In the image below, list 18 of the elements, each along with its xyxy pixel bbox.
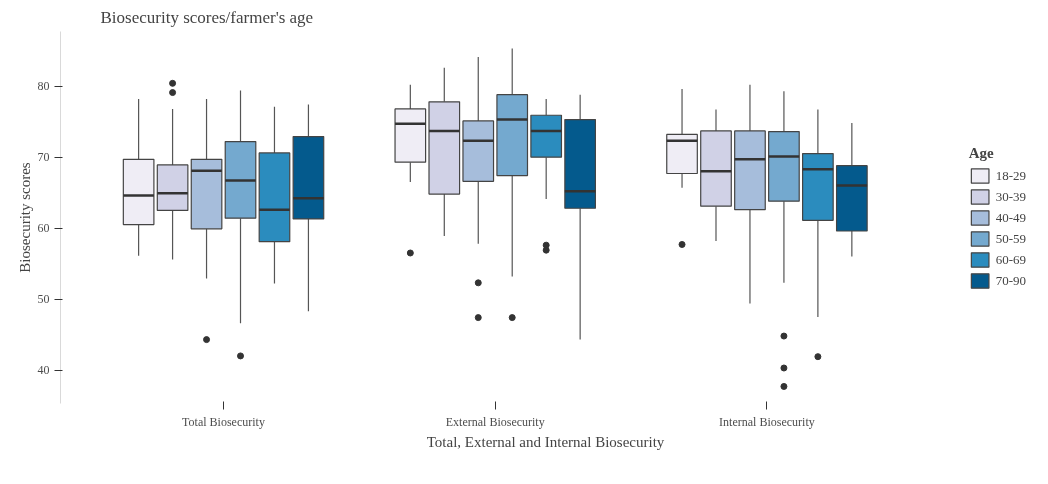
x-tick-label: Internal Biosecurity — [719, 414, 815, 429]
y-tick-label: 70 — [37, 150, 50, 165]
y-tick-label: 40 — [37, 363, 50, 378]
legend-label: 30-39 — [995, 188, 1026, 205]
legend-label: 60-69 — [995, 251, 1026, 268]
y-tick-label: 80 — [37, 79, 50, 94]
x-tick-label: Total Biosecurity — [182, 414, 265, 429]
y-axis-title: Biosecurity scores — [16, 162, 33, 273]
y-tick-label: 60 — [37, 221, 50, 236]
legend-label: 50-59 — [995, 230, 1026, 247]
legend-label: 70-90 — [995, 272, 1026, 289]
x-axis-title: Total, External and Internal Biosecurity — [426, 433, 665, 450]
chart-title: Biosecurity scores/farmer's age — [100, 7, 314, 27]
y-tick-label: 50 — [37, 292, 50, 307]
legend-label: 40-49 — [995, 209, 1026, 226]
x-tick-label: External Biosecurity — [445, 414, 545, 429]
legend-title: Age — [968, 144, 995, 162]
legend-label: 18-29 — [995, 167, 1026, 184]
